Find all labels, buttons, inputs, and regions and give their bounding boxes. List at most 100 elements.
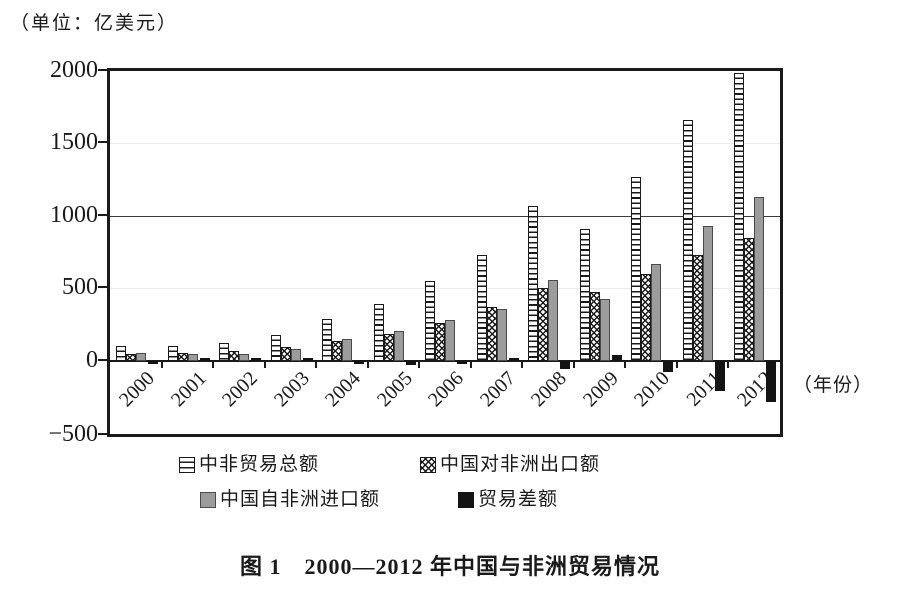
- x-axis-tick-10: [624, 362, 627, 369]
- x-tick-label-2009: 2009: [578, 367, 623, 412]
- chart-title: 图 1 2000—2012 年中国与非洲贸易情况: [239, 554, 660, 579]
- bar-export-2002: [229, 351, 240, 362]
- bar-total-2012: [734, 73, 745, 362]
- bar-export-2003: [280, 346, 291, 362]
- bar-export-2007: [486, 307, 497, 362]
- y-tick-label-2000: 2000: [50, 56, 98, 83]
- y-axis-tick-0: [98, 358, 107, 361]
- y-axis-tick-500: [98, 286, 107, 289]
- bar-total-2004: [322, 318, 333, 362]
- x-tick-label-2004: 2004: [321, 367, 365, 412]
- unit-label: （单位：亿美元）: [10, 13, 179, 34]
- legend-export-swatch-icon: [420, 457, 436, 473]
- bar-balance-2009: [611, 355, 622, 362]
- x-tick-label-2003: 2003: [269, 367, 314, 412]
- x-axis-tick-9: [572, 362, 575, 369]
- bar-total-2005: [373, 303, 384, 362]
- bar-balance-2006: [457, 361, 468, 365]
- y-tick-label--500: −500: [48, 421, 98, 447]
- x-axis-tick-3: [263, 362, 266, 369]
- bar-total-2010: [631, 177, 642, 362]
- legend-item-import: 中国自非洲进口额: [200, 490, 380, 510]
- y-tick-label-500: 500: [62, 274, 98, 301]
- y-axis-tick-1500: [98, 141, 107, 144]
- y-tick-label-1500: 1500: [50, 129, 98, 156]
- x-tick-label-2005: 2005: [372, 367, 417, 412]
- bar-total-2001: [167, 345, 178, 362]
- x-tick-label-2000: 2000: [115, 367, 159, 412]
- y-axis-tick-2000: [98, 68, 107, 71]
- bar-import-2004: [342, 338, 353, 362]
- bar-balance-2002: [251, 358, 262, 362]
- bar-total-2006: [425, 280, 436, 362]
- x-axis-line: [110, 360, 780, 363]
- bar-total-2008: [528, 206, 539, 362]
- bar-import-2012: [754, 197, 765, 362]
- bar-export-2001: [177, 352, 188, 362]
- y-tick-label-1000: 1000: [50, 201, 98, 228]
- gridline-500: [110, 288, 780, 290]
- x-axis-tick-7: [469, 362, 472, 369]
- bar-import-2009: [599, 298, 610, 362]
- x-axis-tick-12: [727, 362, 730, 369]
- bar-import-2008: [548, 280, 559, 362]
- legend-label-balance: 贸易差额: [478, 489, 559, 510]
- x-axis-tick-8: [521, 362, 524, 369]
- bar-import-2011: [702, 226, 713, 362]
- bar-balance-2008: [560, 361, 571, 369]
- bar-import-2007: [496, 308, 507, 362]
- bar-export-2008: [538, 287, 549, 362]
- x-axis-tick-6: [418, 362, 421, 369]
- x-axis-tick-11: [675, 362, 678, 369]
- bar-import-2002: [239, 353, 250, 362]
- bar-export-2006: [435, 322, 446, 362]
- x-tick-label-2002: 2002: [218, 367, 262, 412]
- bar-total-2000: [116, 346, 126, 362]
- y-axis-tick-1000: [98, 213, 107, 216]
- bar-balance-2004: [354, 361, 365, 365]
- plot-inner: 2000 2001 2002 2003 2004 2005 2006 2007 2008 2009…: [110, 71, 780, 434]
- bar-import-2003: [290, 349, 301, 362]
- x-tick-label-2006: 2006: [424, 367, 469, 412]
- bar-import-2001: [187, 354, 198, 362]
- bar-balance-2010: [663, 361, 674, 372]
- x-axis-unit-label: （年份）: [793, 375, 874, 396]
- legend-item-total: 中非贸易总额: [179, 455, 319, 475]
- bar-total-2009: [579, 229, 590, 362]
- bar-total-2011: [682, 119, 693, 362]
- bar-import-2005: [393, 330, 404, 362]
- gridline-1500: [110, 143, 780, 145]
- bar-import-2006: [445, 319, 456, 362]
- legend-balance-swatch-icon: [458, 492, 474, 508]
- bar-balance-2003: [302, 358, 313, 362]
- bar-export-2010: [641, 274, 652, 362]
- bar-balance-2012: [766, 361, 777, 402]
- bar-balance-2005: [405, 361, 416, 366]
- x-axis-tick-2: [212, 362, 215, 369]
- legend-label-import: 中国自非洲进口额: [220, 489, 381, 510]
- gridline-1000: [110, 215, 780, 217]
- bar-export-2004: [332, 341, 343, 362]
- bar-total-2003: [270, 334, 281, 362]
- bar-import-2010: [651, 264, 662, 362]
- bar-export-2012: [744, 237, 755, 362]
- legend-import-swatch-icon: [200, 492, 216, 508]
- bar-balance-2011: [714, 361, 725, 391]
- bar-balance-2000: [148, 361, 158, 365]
- legend-item-balance: 贸易差额: [458, 490, 558, 510]
- legend-label-total: 中非贸易总额: [199, 454, 320, 475]
- bar-export-2009: [589, 292, 600, 362]
- bar-total-2007: [476, 254, 487, 362]
- legend-total-swatch-icon: [179, 457, 195, 473]
- x-axis-tick-5: [366, 362, 369, 369]
- x-axis-tick-1: [160, 362, 163, 369]
- legend-item-export: 中国对非洲出口额: [420, 455, 600, 475]
- x-tick-label-2007: 2007: [475, 367, 520, 412]
- x-tick-label-2010: 2010: [630, 367, 675, 412]
- y-tick-label-0: 0: [86, 346, 98, 373]
- bar-import-2000: [136, 353, 146, 362]
- y-axis-tick--500: [98, 433, 107, 435]
- bar-total-2002: [219, 343, 230, 362]
- x-axis-tick-4: [315, 362, 318, 369]
